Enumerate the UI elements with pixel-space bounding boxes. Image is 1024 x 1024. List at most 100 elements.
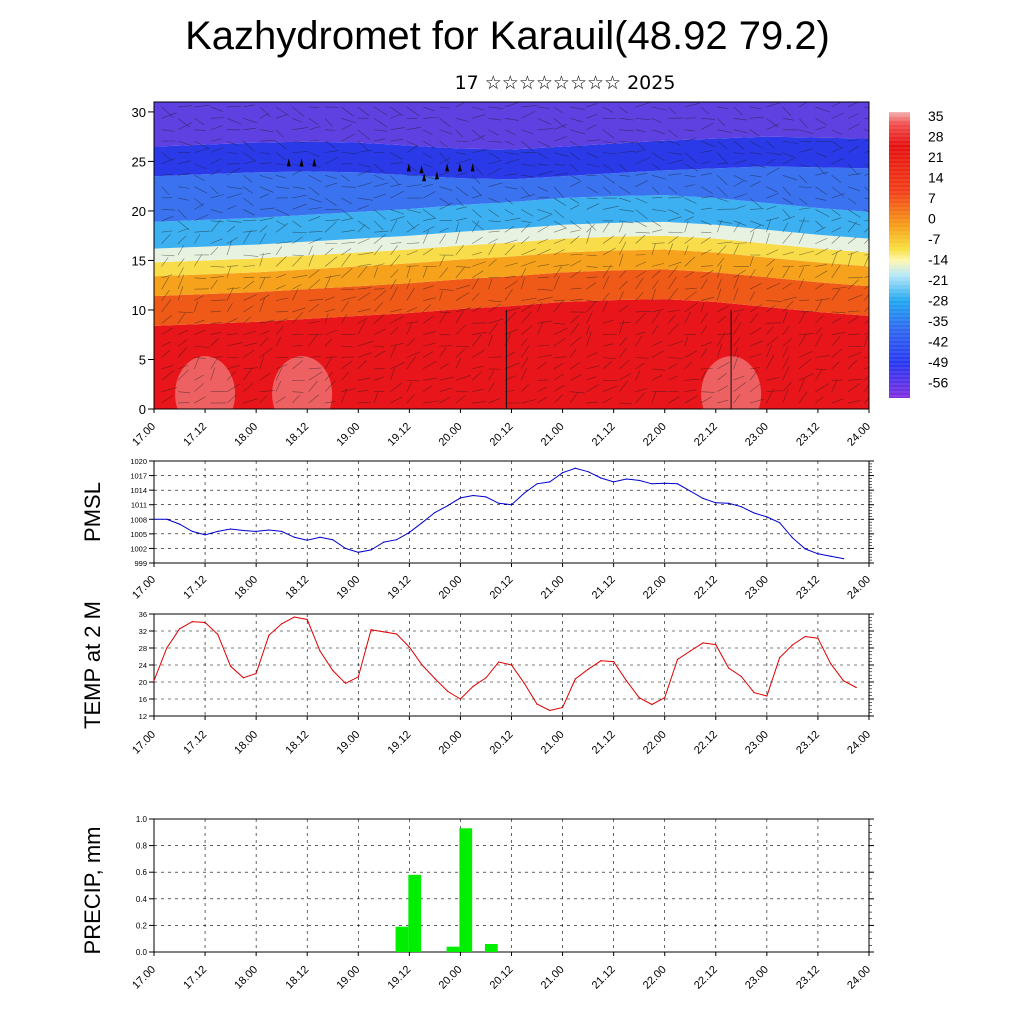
temp-point: [230, 665, 232, 667]
temp-point: [523, 682, 525, 684]
xs-x-tick-label: 20.12: [488, 421, 516, 449]
precip-y-tick-label: 1.0: [136, 815, 148, 824]
pmsl-point: [217, 530, 219, 533]
temp-series-line: [153, 616, 857, 712]
temp-point: [395, 633, 398, 635]
temp-point: [842, 680, 845, 682]
temp-point: [830, 663, 832, 665]
pmsl-x-tick-label: 17.12: [181, 574, 209, 602]
temp-y-tick-label: 20: [139, 678, 147, 687]
temp-x-tick-label: 18.00: [232, 729, 260, 757]
pmsl-panel: 999 1002 1005 1008 1011 1014 1017 1020 PMSL 17.00…: [80, 457, 874, 602]
colorbar-label: 7: [928, 190, 936, 206]
y-tick-label: 30: [132, 105, 146, 120]
temp-point: [676, 658, 679, 661]
temp-point: [536, 703, 538, 705]
pmsl-x-tick-label: 19.00: [334, 574, 362, 602]
precip-x-tick-label: 22.00: [641, 964, 669, 992]
temp-point: [510, 664, 513, 666]
precip-bar: [484, 944, 498, 952]
temp-point: [613, 661, 615, 663]
pmsl-point: [370, 549, 372, 551]
wind-flag: [286, 158, 291, 167]
xs-x-tick-label: 21.00: [539, 421, 567, 449]
precip-x-tick-label: 21.12: [590, 964, 618, 992]
temp-point: [217, 633, 219, 636]
pmsl-x-tick-label: 21.00: [539, 574, 567, 602]
xs-x-tick-label: 21.12: [590, 421, 618, 449]
chart-title: Kazhydromet for Karauil(48.92 79.2): [185, 14, 830, 58]
precip-panel: 0.0 0.2 0.4 0.6 0.8 1.0 PRECIP, mm 17.00 17.12 18…: [80, 815, 874, 992]
pmsl-point: [472, 494, 474, 497]
y-tick-label: 15: [132, 253, 146, 268]
colorbar-label: -21: [928, 272, 948, 288]
pmsl-x-tick-label: 18.12: [283, 574, 311, 602]
temp-point: [791, 644, 793, 646]
wind-flags: [286, 158, 475, 182]
pmsl-point: [549, 481, 551, 483]
pmsl-point: [523, 492, 525, 494]
pmsl-point: [791, 537, 793, 539]
xs-x-tick-label: 18.00: [232, 421, 260, 449]
temp-point: [561, 706, 564, 709]
temp-point: [344, 682, 347, 684]
temp-point: [242, 677, 244, 679]
temp-x-tick-label: 21.12: [590, 729, 618, 757]
pmsl-x-tick-label: 22.00: [641, 574, 669, 602]
temp-point: [740, 675, 742, 678]
pmsl-point: [178, 523, 181, 525]
temp-x-tick-label: 22.00: [641, 729, 669, 757]
temp-y-tick-label: 16: [139, 695, 147, 704]
temp-point: [319, 650, 321, 652]
precip-x-tick-label: 22.12: [692, 964, 720, 992]
pmsl-point: [344, 547, 347, 550]
temp-x-tick-label: 24.00: [845, 729, 873, 757]
temp-x-tick-label: 20.00: [437, 729, 465, 757]
colorbar-label: 35: [928, 108, 944, 124]
temp-y-axis-label: TEMP at 2 M: [80, 601, 105, 729]
pmsl-point: [510, 504, 513, 506]
pmsl-point: [166, 518, 168, 520]
temp-point: [587, 668, 589, 670]
pmsl-point: [319, 536, 321, 538]
temp-point: [702, 642, 704, 644]
pmsl-point: [191, 530, 193, 533]
pmsl-point: [408, 531, 410, 534]
pmsl-y-tick-label: 999: [134, 559, 147, 568]
pmsl-point: [753, 512, 755, 514]
temp-point: [153, 680, 155, 682]
pmsl-y-tick-label: 1014: [130, 486, 147, 495]
pmsl-y-tick-label: 1017: [130, 472, 147, 481]
pmsl-x-tick-label: 17.00: [130, 574, 158, 602]
pmsl-point: [804, 548, 806, 550]
temp-x-tick-label: 20.12: [488, 729, 516, 757]
temp-point: [485, 677, 487, 679]
pmsl-point: [332, 539, 334, 541]
pmsl-point: [842, 558, 845, 560]
colorbar-label: 21: [928, 149, 944, 165]
pmsl-point: [817, 553, 819, 555]
precip-x-tick-label: 23.00: [743, 964, 771, 992]
pmsl-point: [613, 481, 615, 483]
cross-section-panel: 0 5 10 15 20 25 30 17.00 17.12 18.00 18.12 19.00 19.…: [130, 101, 873, 449]
pmsl-point: [600, 477, 602, 479]
precip-x-tick-label: 20.12: [488, 964, 516, 992]
y-tick-label: 0: [139, 402, 146, 417]
wind-flag: [445, 163, 450, 172]
pmsl-point: [587, 471, 589, 473]
pmsl-series-line: [154, 467, 844, 560]
temp-point: [306, 618, 308, 621]
pmsl-point: [727, 502, 730, 504]
pmsl-point: [561, 472, 564, 474]
precip-y-tick-label: 0.0: [136, 948, 148, 957]
pmsl-y-tick-label: 1011: [131, 501, 147, 510]
precip-bar: [408, 874, 422, 952]
xs-x-tick-label: 17.12: [181, 421, 209, 449]
cyan-band: [154, 195, 869, 249]
pmsl-point: [306, 539, 308, 541]
wind-flag: [457, 163, 462, 172]
temp-point: [600, 660, 602, 662]
pmsl-point: [293, 536, 296, 538]
xs-x-tick-label: 19.00: [334, 421, 362, 449]
